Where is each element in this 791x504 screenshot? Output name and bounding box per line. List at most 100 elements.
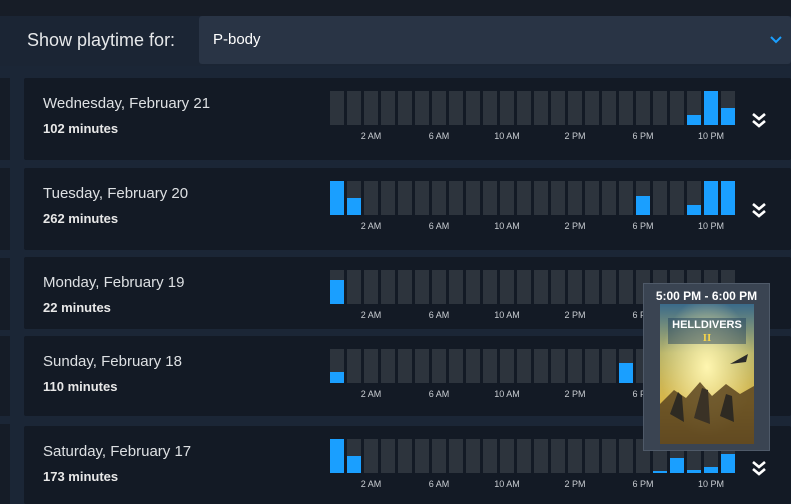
hour-bar[interactable] — [585, 91, 599, 125]
hour-bar[interactable] — [449, 181, 463, 215]
hour-bar[interactable] — [687, 181, 701, 215]
hour-bar[interactable] — [619, 91, 633, 125]
hour-bar[interactable] — [449, 349, 463, 383]
hour-bar[interactable] — [500, 439, 514, 473]
hour-bar[interactable] — [381, 91, 395, 125]
hour-bar[interactable] — [568, 181, 582, 215]
hour-bar[interactable] — [568, 91, 582, 125]
hour-bar[interactable] — [636, 181, 650, 215]
hour-bar[interactable] — [568, 439, 582, 473]
hour-bar[interactable] — [364, 270, 378, 304]
hour-bar[interactable] — [398, 270, 412, 304]
hour-bar[interactable] — [483, 181, 497, 215]
expand-chevron-icon[interactable] — [750, 457, 768, 479]
hour-bar[interactable] — [653, 91, 667, 125]
hour-bar[interactable] — [449, 439, 463, 473]
hour-bar[interactable] — [551, 439, 565, 473]
hour-bar[interactable] — [347, 181, 361, 215]
hour-bar[interactable] — [636, 91, 650, 125]
hour-bar[interactable] — [602, 439, 616, 473]
hour-bar[interactable] — [432, 349, 446, 383]
hour-bar[interactable] — [381, 270, 395, 304]
hour-bar[interactable] — [415, 91, 429, 125]
hour-bar[interactable] — [551, 349, 565, 383]
hour-bar[interactable] — [585, 181, 599, 215]
hour-bar[interactable] — [585, 439, 599, 473]
hour-bar[interactable] — [619, 181, 633, 215]
hour-bar[interactable] — [415, 439, 429, 473]
hour-bar[interactable] — [466, 439, 480, 473]
hour-bar[interactable] — [721, 181, 735, 215]
hour-bar[interactable] — [483, 349, 497, 383]
hour-bar[interactable] — [619, 270, 633, 304]
hour-bar[interactable] — [500, 270, 514, 304]
hour-bar[interactable] — [517, 91, 531, 125]
hour-bar[interactable] — [500, 91, 514, 125]
hour-bar[interactable] — [500, 349, 514, 383]
hour-bar[interactable] — [568, 349, 582, 383]
hour-bar[interactable] — [415, 349, 429, 383]
hour-bar[interactable] — [330, 91, 344, 125]
hour-bar[interactable] — [500, 181, 514, 215]
hour-bar[interactable] — [364, 349, 378, 383]
hour-bar[interactable] — [364, 181, 378, 215]
hour-bar[interactable] — [415, 181, 429, 215]
hour-bar[interactable] — [483, 91, 497, 125]
hour-bar[interactable] — [466, 270, 480, 304]
hour-bar[interactable] — [670, 181, 684, 215]
hour-bar[interactable] — [483, 270, 497, 304]
hour-bar[interactable] — [432, 270, 446, 304]
hour-bar[interactable] — [398, 349, 412, 383]
hour-bar[interactable] — [364, 439, 378, 473]
hour-bar[interactable] — [381, 349, 395, 383]
hour-bar[interactable] — [687, 91, 701, 125]
hour-bar[interactable] — [398, 439, 412, 473]
hour-bar[interactable] — [585, 349, 599, 383]
hour-bar[interactable] — [381, 439, 395, 473]
hour-bar[interactable] — [432, 181, 446, 215]
hour-bar[interactable] — [602, 91, 616, 125]
hour-bar[interactable] — [449, 91, 463, 125]
hour-bar[interactable] — [466, 91, 480, 125]
hour-bar[interactable] — [364, 91, 378, 125]
hour-bar[interactable] — [653, 181, 667, 215]
hour-bar[interactable] — [568, 270, 582, 304]
hour-bar[interactable] — [517, 181, 531, 215]
hour-bar[interactable] — [704, 181, 718, 215]
hour-bar[interactable] — [398, 91, 412, 125]
hour-bar[interactable] — [602, 349, 616, 383]
hour-bar[interactable] — [381, 181, 395, 215]
account-select[interactable]: P-body — [199, 16, 791, 64]
hour-bar[interactable] — [534, 439, 548, 473]
hour-bar[interactable] — [398, 181, 412, 215]
hour-bar[interactable] — [466, 181, 480, 215]
hour-bar[interactable] — [347, 91, 361, 125]
expand-chevron-icon[interactable] — [750, 109, 768, 131]
hour-bar[interactable] — [347, 270, 361, 304]
hour-bar[interactable] — [602, 270, 616, 304]
hour-bar[interactable] — [534, 349, 548, 383]
hour-bar[interactable] — [551, 91, 565, 125]
hour-bar[interactable] — [619, 439, 633, 473]
hour-bar[interactable] — [347, 439, 361, 473]
hour-bar[interactable] — [517, 439, 531, 473]
hour-bar[interactable] — [466, 349, 480, 383]
hour-bar[interactable] — [483, 439, 497, 473]
hour-bar[interactable] — [534, 181, 548, 215]
hour-bar[interactable] — [449, 270, 463, 304]
hour-bar[interactable] — [432, 439, 446, 473]
hour-bar[interactable] — [619, 349, 633, 383]
hour-bar[interactable] — [585, 270, 599, 304]
hour-bar[interactable] — [415, 270, 429, 304]
hour-bar[interactable] — [330, 349, 344, 383]
hour-bar[interactable] — [551, 270, 565, 304]
hour-bar[interactable] — [432, 91, 446, 125]
hour-bar[interactable] — [551, 181, 565, 215]
expand-chevron-icon[interactable] — [750, 199, 768, 221]
hour-bar[interactable] — [721, 91, 735, 125]
hour-bar[interactable] — [517, 270, 531, 304]
hour-bar[interactable] — [330, 270, 344, 304]
hour-bar[interactable] — [602, 181, 616, 215]
hour-bar[interactable] — [517, 349, 531, 383]
hour-bar[interactable] — [534, 270, 548, 304]
